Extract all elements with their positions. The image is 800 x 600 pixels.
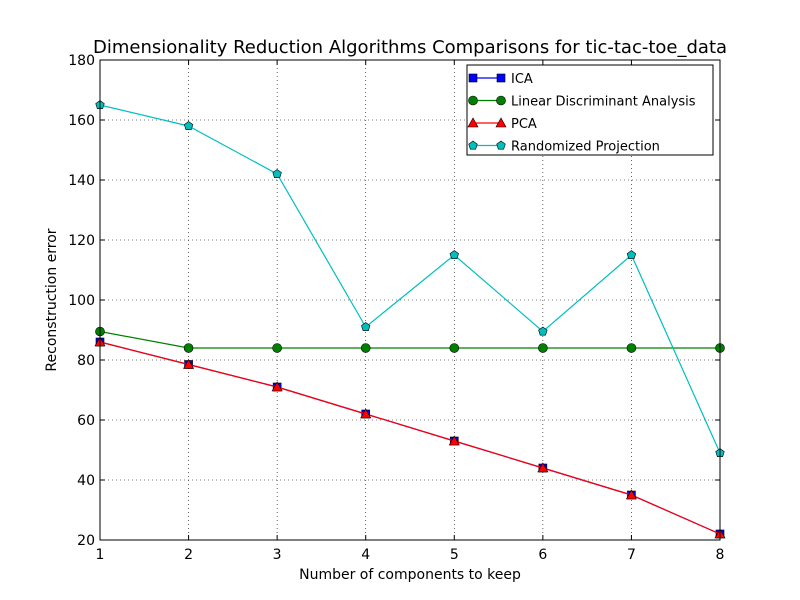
x-tick-label: 7 [627,547,636,563]
data-point-linear-discriminant-analysis [538,343,548,353]
data-point-pca [360,408,372,419]
data-point-randomized-projection [626,250,637,259]
series-line-linear-discriminant-analysis [99,330,720,349]
y-tick-label: 180 [68,53,95,69]
y-tick-label: 160 [68,113,95,129]
x-tick-label: 8 [716,547,725,563]
legend-label-linear-discriminant-analysis: Linear Discriminant Analysis [511,95,696,110]
y-tick-label: 20 [77,533,95,549]
data-point-linear-discriminant-analysis [449,343,460,353]
data-point-linear-discriminant-analysis [360,343,371,353]
x-tick-label: 1 [96,547,105,563]
data-point-pca [625,489,637,500]
data-point-randomized-projection [538,326,548,336]
series-layer [94,100,726,539]
legend-marker-ica [468,73,478,83]
data-point-randomized-projection [183,121,194,130]
x-axis-label: Number of components to keep [299,567,521,583]
legend-marker-linear-discriminant-analysis [468,95,478,106]
legend-marker-linear-discriminant-analysis [496,95,506,106]
y-tick-label: 100 [68,293,95,309]
y-tick-label: 120 [68,233,95,249]
x-tick-label: 3 [273,547,282,563]
chart-title: Dimensionality Reduction Algorithms Comp… [93,37,727,58]
series-randomized-projection [95,100,725,457]
legend-marker-pca [467,117,479,128]
legend-marker-pca [495,117,507,128]
y-tick-label: 140 [68,173,95,189]
legend-label-randomized-projection: Randomized Projection [511,140,660,155]
y-tick-label: 60 [77,413,95,429]
y-tick-label: 80 [77,353,95,369]
data-point-pca [537,462,549,473]
data-point-linear-discriminant-analysis [183,343,194,353]
tick-labels: 1 2 3 4 5 6 7 8 20 40 60 80 100 120 140 160 180 [68,53,724,563]
x-tick-label: 4 [361,547,370,563]
x-tick-label: 5 [450,547,459,563]
legend-box [466,64,714,156]
data-point-pca [183,358,195,369]
legend-marker-randomized-projection [468,140,478,150]
x-tick-label: 6 [538,547,547,563]
series-line-randomized-projection [99,104,721,454]
y-axis-label: Reconstruction error [44,228,60,371]
legend: ICA Linear Discriminant Analysis PCA Random… [466,64,714,156]
y-tick-label: 40 [77,473,95,489]
tick-marks [99,59,721,541]
series-pca [94,336,726,539]
data-point-linear-discriminant-analysis [626,343,637,353]
legend-marker-randomized-projection [496,140,506,150]
data-point-pca [271,381,283,392]
legend-label-ica: ICA [511,72,533,87]
legend-label-pca: PCA [511,117,537,132]
series-line-pca [99,341,721,535]
data-point-randomized-projection [449,250,459,259]
data-point-randomized-projection [272,169,282,178]
data-point-pca [448,435,460,446]
data-point-randomized-projection [361,322,371,331]
legend-marker-ica [496,73,506,83]
x-tick-label: 2 [184,547,193,563]
data-point-linear-discriminant-analysis [272,343,282,353]
